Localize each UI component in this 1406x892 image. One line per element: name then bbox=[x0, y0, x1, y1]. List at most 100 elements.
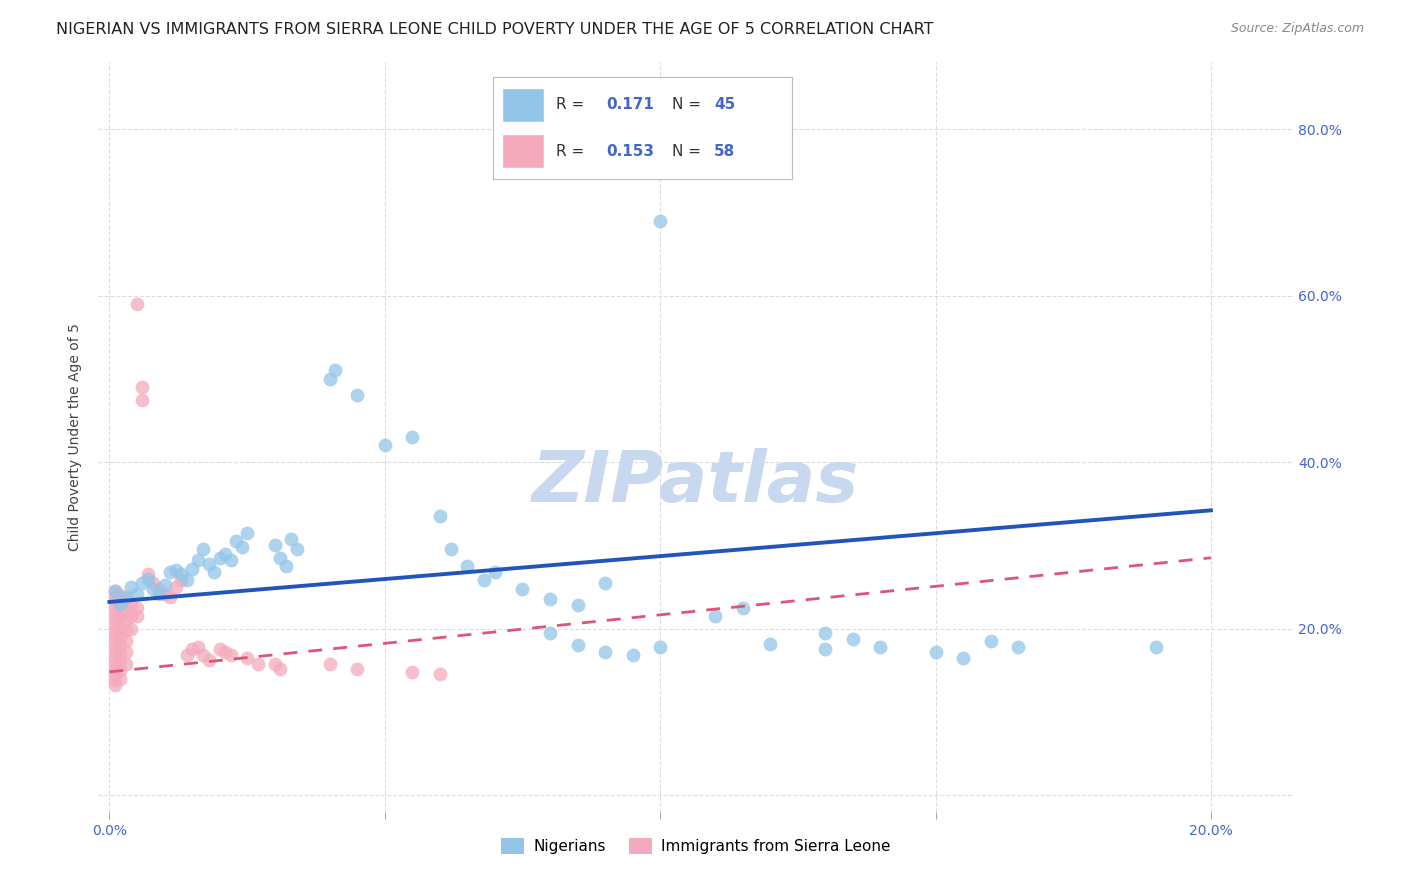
Point bbox=[814, 625, 837, 640]
Point bbox=[125, 609, 148, 624]
Point bbox=[115, 592, 138, 607]
Point bbox=[346, 661, 368, 675]
Point bbox=[104, 657, 127, 671]
Point bbox=[263, 657, 285, 671]
Point bbox=[148, 586, 170, 600]
Point bbox=[110, 613, 132, 627]
Point bbox=[104, 678, 127, 692]
Point bbox=[181, 642, 204, 657]
Point bbox=[125, 586, 148, 600]
Point bbox=[208, 550, 231, 565]
Point bbox=[538, 592, 561, 607]
Point bbox=[131, 380, 153, 394]
Point bbox=[231, 540, 253, 554]
Point bbox=[131, 392, 153, 407]
Point bbox=[1007, 640, 1029, 654]
Point bbox=[731, 600, 754, 615]
Point bbox=[197, 557, 219, 571]
Point bbox=[110, 638, 132, 652]
Point bbox=[104, 595, 127, 609]
Point bbox=[269, 661, 291, 675]
Point bbox=[214, 645, 236, 659]
Point bbox=[247, 657, 270, 671]
Point bbox=[110, 597, 132, 611]
Point bbox=[225, 534, 247, 549]
Point bbox=[323, 363, 346, 377]
Point bbox=[104, 645, 127, 659]
Point bbox=[484, 565, 506, 579]
Point bbox=[170, 567, 193, 582]
Point bbox=[110, 647, 132, 661]
Point bbox=[104, 600, 127, 615]
Point bbox=[142, 582, 165, 596]
Text: ZIPatlas: ZIPatlas bbox=[533, 448, 859, 516]
Point bbox=[456, 559, 478, 574]
Point bbox=[650, 640, 672, 654]
Point bbox=[153, 586, 176, 600]
Point bbox=[567, 638, 589, 652]
Point bbox=[104, 617, 127, 632]
Point bbox=[263, 538, 285, 552]
Point bbox=[131, 575, 153, 590]
Point bbox=[980, 634, 1002, 648]
Point bbox=[110, 622, 132, 636]
Point bbox=[115, 603, 138, 617]
Text: Source: ZipAtlas.com: Source: ZipAtlas.com bbox=[1230, 22, 1364, 36]
Point bbox=[110, 630, 132, 644]
Point bbox=[110, 663, 132, 677]
Point bbox=[269, 550, 291, 565]
Point bbox=[191, 542, 214, 557]
Point bbox=[115, 634, 138, 648]
Point bbox=[219, 553, 242, 567]
Point bbox=[121, 599, 143, 613]
Point bbox=[319, 372, 342, 386]
Point bbox=[285, 542, 308, 557]
Point bbox=[136, 572, 159, 586]
Point bbox=[136, 567, 159, 582]
Point bbox=[219, 648, 242, 663]
Point bbox=[142, 575, 165, 590]
Text: NIGERIAN VS IMMIGRANTS FROM SIERRA LEONE CHILD POVERTY UNDER THE AGE OF 5 CORREL: NIGERIAN VS IMMIGRANTS FROM SIERRA LEONE… bbox=[56, 22, 934, 37]
Point bbox=[104, 650, 127, 665]
Point bbox=[621, 648, 644, 663]
Point bbox=[165, 580, 187, 594]
Point bbox=[104, 607, 127, 621]
Point bbox=[110, 672, 132, 686]
Point bbox=[104, 590, 127, 604]
Point bbox=[429, 509, 451, 524]
Point bbox=[104, 584, 127, 599]
Point bbox=[115, 624, 138, 638]
Point bbox=[924, 645, 946, 659]
Point bbox=[869, 640, 891, 654]
Point bbox=[236, 525, 259, 540]
Point bbox=[197, 653, 219, 667]
Point bbox=[176, 574, 198, 588]
Point bbox=[567, 599, 589, 613]
Point bbox=[125, 600, 148, 615]
Point bbox=[104, 640, 127, 654]
Point bbox=[759, 636, 782, 650]
Point bbox=[165, 563, 187, 577]
Point bbox=[593, 575, 616, 590]
Legend: Nigerians, Immigrants from Sierra Leone: Nigerians, Immigrants from Sierra Leone bbox=[495, 832, 897, 860]
Point bbox=[104, 661, 127, 675]
Point bbox=[110, 597, 132, 611]
Point bbox=[704, 609, 727, 624]
Point bbox=[429, 667, 451, 681]
Point bbox=[538, 625, 561, 640]
Point bbox=[374, 438, 396, 452]
Point bbox=[1144, 640, 1167, 654]
Point bbox=[236, 650, 259, 665]
Point bbox=[952, 650, 974, 665]
Point bbox=[110, 605, 132, 619]
Point bbox=[512, 582, 534, 596]
Point bbox=[842, 632, 865, 646]
Point bbox=[148, 582, 170, 596]
Point bbox=[170, 574, 193, 588]
Point bbox=[159, 565, 181, 579]
Y-axis label: Child Poverty Under the Age of 5: Child Poverty Under the Age of 5 bbox=[69, 323, 83, 551]
Point bbox=[153, 578, 176, 592]
Point bbox=[187, 553, 209, 567]
Point bbox=[814, 642, 837, 657]
Point bbox=[104, 628, 127, 642]
